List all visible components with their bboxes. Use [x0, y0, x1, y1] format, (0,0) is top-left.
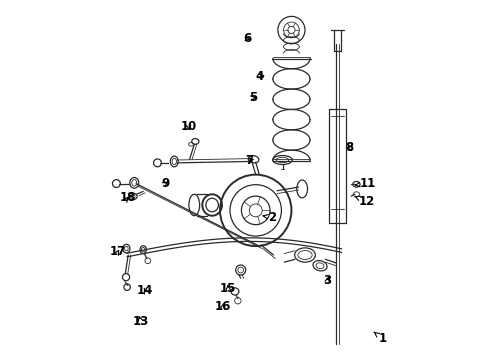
Text: 13: 13 [132, 315, 149, 328]
Text: 1: 1 [374, 332, 387, 346]
Text: 3: 3 [323, 274, 332, 287]
Text: 11: 11 [356, 177, 375, 190]
Text: 18: 18 [119, 192, 136, 204]
Text: 7: 7 [245, 154, 253, 167]
Text: 10: 10 [181, 120, 197, 133]
Text: 5: 5 [248, 91, 257, 104]
Text: 9: 9 [161, 177, 170, 190]
Text: 15: 15 [220, 283, 236, 296]
Text: 6: 6 [243, 32, 251, 45]
Text: 16: 16 [215, 300, 231, 313]
Text: 4: 4 [256, 70, 264, 83]
Text: 12: 12 [355, 195, 375, 208]
Text: 8: 8 [345, 141, 353, 154]
Text: 17: 17 [110, 245, 126, 258]
Text: 14: 14 [137, 284, 153, 297]
Text: 2: 2 [263, 211, 276, 224]
